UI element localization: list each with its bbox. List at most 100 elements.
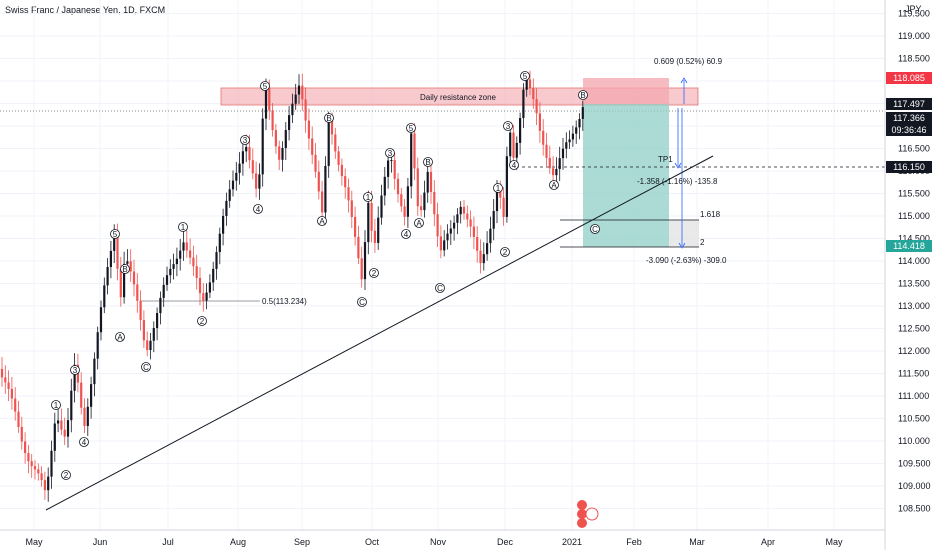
wave-label: 4	[79, 437, 89, 447]
extension-zone	[669, 220, 699, 247]
candle	[439, 225, 442, 259]
x-tick-label: Oct	[365, 537, 380, 547]
price-label-bg	[886, 240, 932, 252]
candle	[152, 321, 155, 353]
y-tick-label: 119.000	[898, 31, 930, 41]
wave-label: 3	[503, 121, 513, 131]
wave-label: 1	[493, 183, 503, 193]
candle	[251, 148, 254, 180]
candle	[162, 277, 165, 307]
candle	[182, 230, 185, 261]
wave-label-text: C	[359, 298, 365, 307]
wave-label: 2	[369, 268, 379, 278]
wave-label-text: 3	[388, 149, 393, 158]
candle	[571, 125, 574, 147]
price-label: 117.366	[886, 112, 932, 124]
candle	[202, 283, 205, 312]
event-icon[interactable]	[577, 518, 587, 528]
candle	[271, 103, 274, 137]
candle	[354, 206, 357, 246]
event-icons[interactable]	[577, 500, 599, 528]
candle	[218, 227, 221, 265]
wave-label: A	[317, 216, 327, 226]
wave-label: 5	[520, 71, 530, 81]
candle	[542, 119, 545, 156]
candle	[73, 353, 76, 403]
candle	[106, 258, 109, 295]
event-count-icon[interactable]	[585, 507, 599, 521]
wave-label: A	[414, 218, 424, 228]
candle	[14, 387, 17, 421]
candle	[156, 307, 159, 341]
candle	[288, 106, 291, 141]
candle	[301, 73, 304, 111]
x-tick-label: Jun	[93, 537, 108, 547]
candle	[416, 157, 419, 216]
candle	[347, 178, 350, 213]
candle	[80, 372, 83, 415]
event-icon[interactable]	[577, 509, 587, 519]
x-tick-label: Mar	[689, 537, 705, 547]
candle	[40, 466, 43, 487]
y-tick-label: 111.500	[898, 369, 929, 379]
candle	[433, 180, 436, 227]
trendline[interactable]	[45, 155, 714, 511]
price-label-text: 117.497	[893, 99, 925, 109]
wave-label-text: A	[319, 217, 325, 226]
candle	[307, 108, 310, 150]
wave-label: B	[578, 90, 588, 100]
candle	[482, 242, 485, 271]
candle	[449, 220, 452, 245]
candle	[548, 145, 551, 174]
wave-label-text: A	[416, 219, 422, 228]
wave-label-text: A	[117, 333, 123, 342]
candle	[436, 202, 439, 247]
candles	[0, 70, 584, 502]
wave-label-text: 4	[82, 438, 87, 447]
y-tick-label: 111.000	[898, 391, 929, 401]
candle	[261, 108, 264, 187]
candle	[274, 123, 277, 154]
candle	[344, 168, 347, 199]
position-target-zone[interactable]	[583, 104, 669, 247]
event-icon[interactable]	[577, 500, 587, 510]
wave-label: C	[590, 224, 600, 234]
y-tick-label: 112.500	[898, 324, 930, 334]
candle	[179, 238, 182, 271]
wave-label: B	[423, 157, 433, 167]
wave-label-text: 4	[512, 161, 517, 170]
candle	[383, 166, 386, 206]
candle	[228, 180, 231, 208]
resistance-zone-label: Daily resistance zone	[420, 93, 497, 102]
position-stop-zone[interactable]	[583, 78, 669, 104]
resistance-zone[interactable]	[220, 87, 699, 106]
candle	[545, 132, 548, 167]
candle	[83, 398, 86, 434]
candle	[459, 201, 462, 224]
wave-label: 1	[51, 400, 61, 410]
wave-label-text: 2	[64, 471, 69, 480]
candle	[400, 188, 403, 212]
wave-label: 3	[70, 365, 80, 375]
candle	[189, 238, 192, 265]
wave-label-text: C	[143, 363, 149, 372]
price-axis[interactable]	[885, 0, 932, 550]
price-label: 116.150	[886, 161, 932, 173]
candle	[334, 127, 337, 159]
candle	[20, 416, 23, 450]
x-tick-label: May	[825, 537, 843, 547]
candle	[50, 440, 53, 489]
candle	[581, 100, 584, 131]
candle	[406, 177, 409, 228]
price-label-text: 118.085	[893, 73, 925, 83]
price-label-bg	[886, 112, 932, 124]
candle	[90, 376, 93, 419]
candle	[505, 146, 508, 223]
candle	[172, 253, 175, 280]
candle	[317, 160, 320, 200]
wave-label-text: 5	[113, 230, 118, 239]
candle	[509, 123, 512, 165]
wave-label: A	[549, 180, 559, 190]
price-label-text: 114.418	[893, 241, 925, 251]
